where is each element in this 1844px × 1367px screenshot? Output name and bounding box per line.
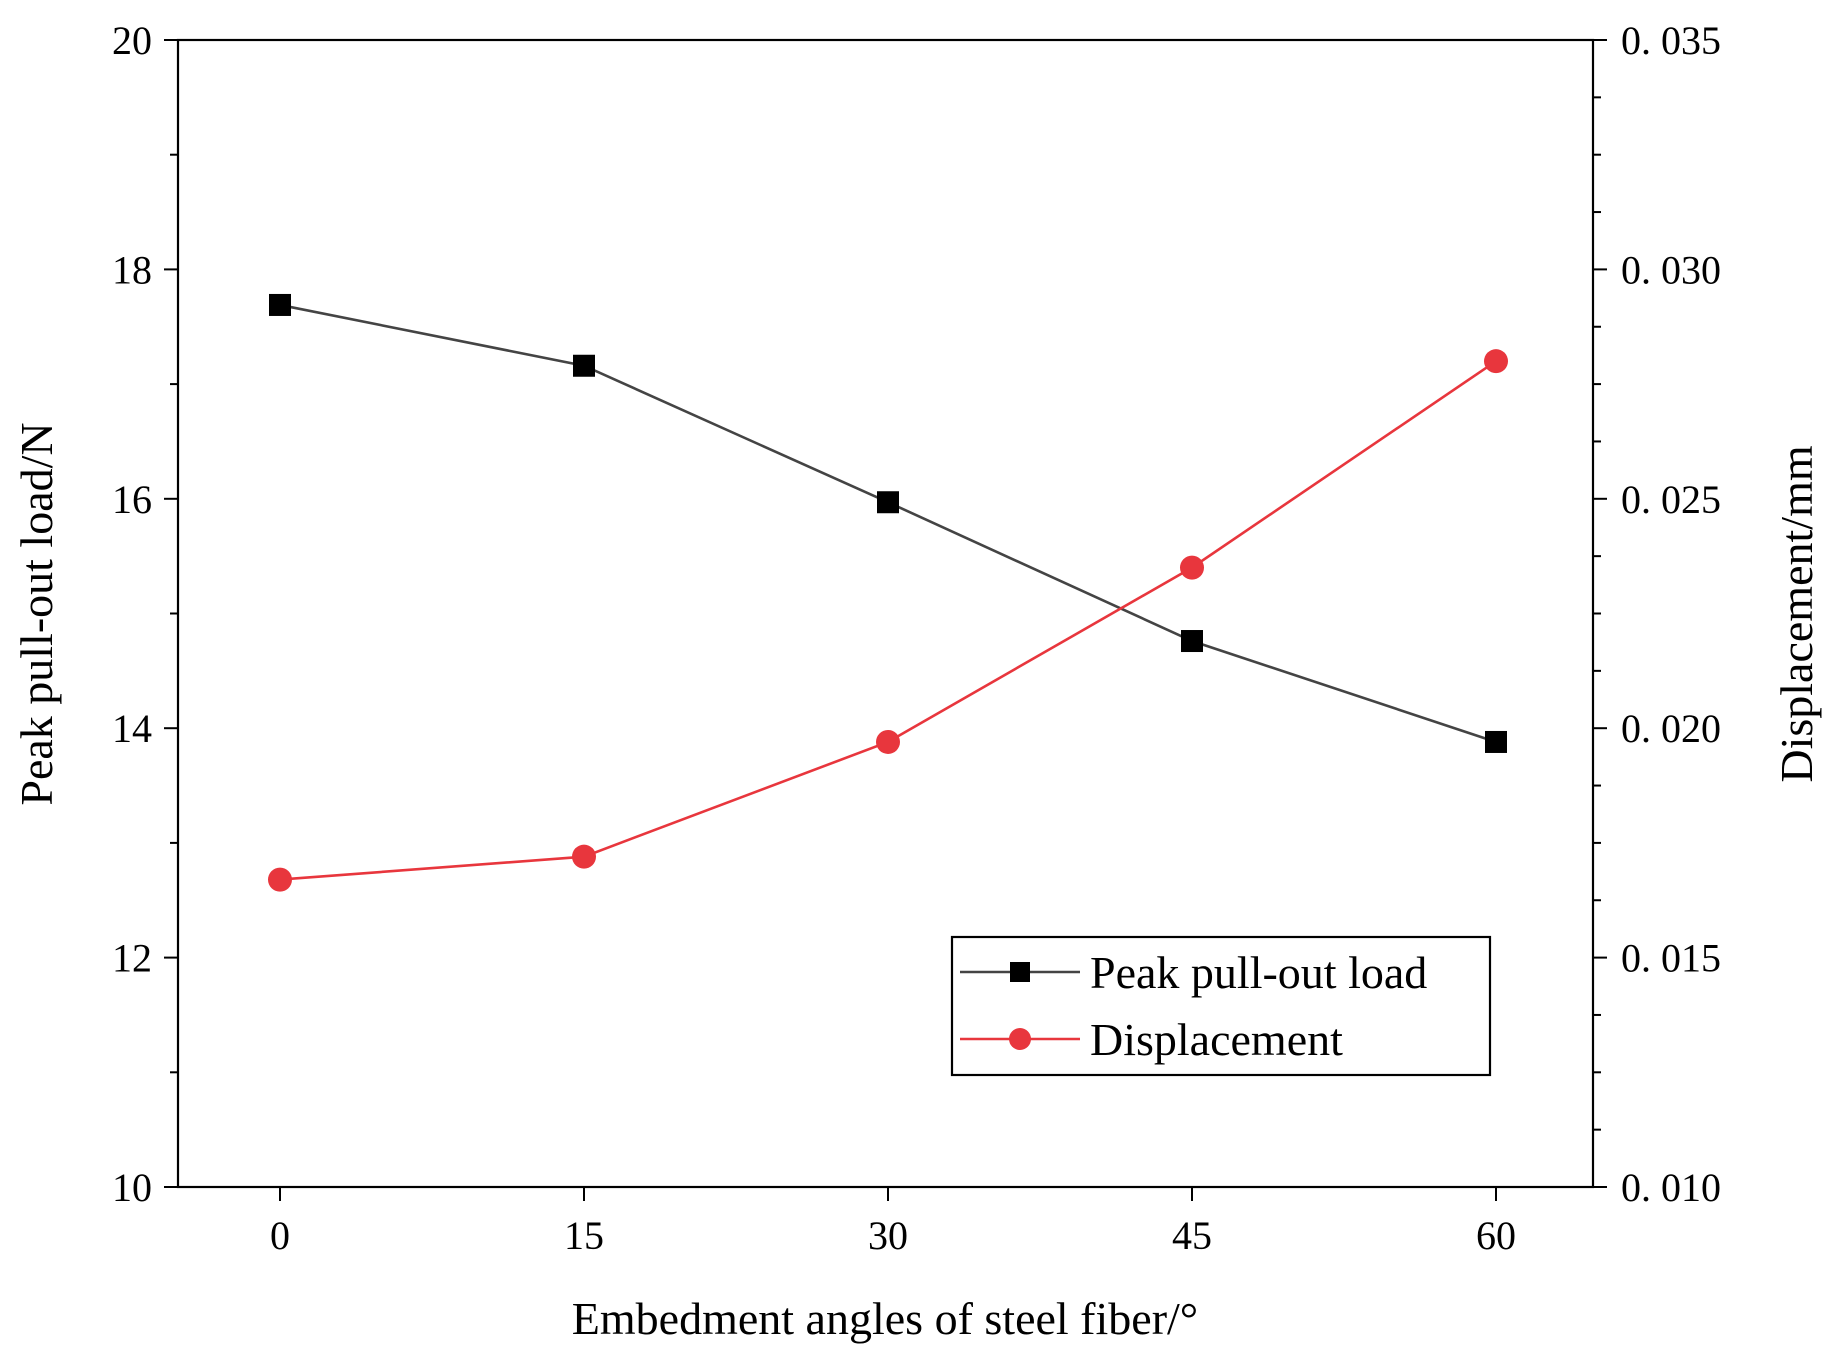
data-point-displacement (876, 729, 900, 754)
legend-label-load: Peak pull-out load (1090, 947, 1427, 998)
legend-marker-displacement (1009, 1028, 1031, 1050)
y-tick-label: 10 (112, 1165, 152, 1210)
data-point-load (877, 491, 899, 514)
y2-tick-label: 0. 035 (1621, 18, 1721, 63)
series-line-load (279, 303, 1497, 744)
y2-tick-label: 0. 015 (1621, 936, 1721, 981)
data-point-displacement (1484, 349, 1508, 374)
series-line-displacement (279, 360, 1497, 881)
data-point-load (269, 293, 291, 316)
y2-tick-label: 0. 030 (1621, 247, 1721, 292)
data-point-displacement (572, 844, 596, 869)
x-tick-label: 60 (1476, 1213, 1516, 1258)
data-point-displacement (268, 867, 292, 892)
y2-axis-title: Displacement/mm (1771, 445, 1822, 782)
ticks-layer: 10 12 14 16 18 20 0. 010 0. 015 0. 020 0. 025 0. 0… (112, 18, 1721, 1258)
x-tick-label: 15 (564, 1213, 604, 1258)
x-tick-label: 45 (1172, 1213, 1212, 1258)
legend-label-displacement: Displacement (1090, 1014, 1343, 1065)
x-axis-title: Embedment angles of steel fiber/° (572, 1293, 1198, 1344)
data-point-load (573, 354, 595, 377)
y2-tick-label: 0. 010 (1621, 1165, 1721, 1210)
y-tick-label: 18 (112, 247, 152, 292)
y-tick-label: 20 (112, 18, 152, 63)
y-axis-title: Peak pull-out load/N (11, 422, 62, 805)
data-point-load (1485, 730, 1507, 753)
legend-marker-load (1010, 962, 1030, 982)
y-tick-label: 12 (112, 936, 152, 981)
markers-layer (268, 293, 1508, 892)
y-tick-label: 14 (112, 706, 152, 751)
x-tick-label: 0 (270, 1213, 290, 1258)
y2-tick-label: 0. 025 (1621, 477, 1721, 522)
data-point-displacement (1180, 555, 1204, 580)
y2-tick-label: 0. 020 (1621, 706, 1721, 751)
plot-frame (176, 38, 1595, 1189)
legend-box (950, 935, 1492, 1077)
y-tick-label: 16 (112, 477, 152, 522)
legend: Peak pull-out load Displacement (950, 935, 1492, 1077)
lines-layer (279, 303, 1497, 881)
x-tick-label: 30 (868, 1213, 908, 1258)
data-point-load (1181, 630, 1203, 653)
